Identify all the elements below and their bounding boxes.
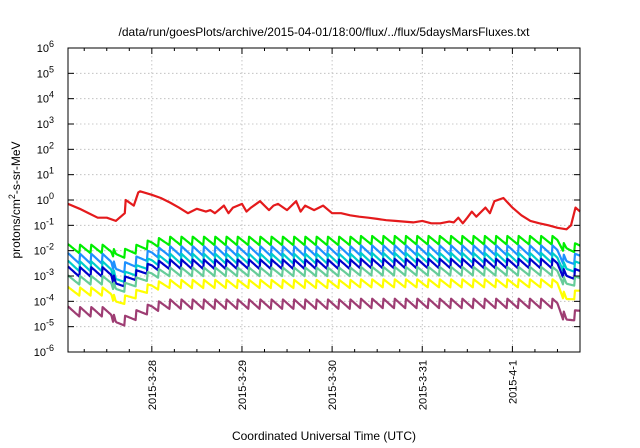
y-tick-label: 105 xyxy=(37,64,54,80)
y-tick-label: 10-3 xyxy=(34,267,54,283)
y-tick-label: 100 xyxy=(37,191,54,207)
y-tick-label: 101 xyxy=(37,166,54,182)
series-line-8 xyxy=(67,297,581,327)
series-line-3 xyxy=(67,244,581,274)
y-tick-label: 10-5 xyxy=(34,318,54,334)
y-tick-label: 106 xyxy=(37,39,54,55)
series-line-2 xyxy=(67,234,581,259)
x-tick-label: 2015-3-30 xyxy=(327,360,339,410)
series-line-4 xyxy=(67,251,581,283)
x-tick-labels: 2015-3-28 2015-3-29 2015-3-30 2015-3-31 2015… xyxy=(147,360,520,410)
x-tick-label: 2015-4-1 xyxy=(507,360,519,404)
y-tick-label: 102 xyxy=(37,140,54,156)
y-tick-label: 104 xyxy=(37,90,54,106)
series-line-5 xyxy=(67,257,581,288)
y-tick-label: 10-6 xyxy=(34,343,54,359)
series-line-6 xyxy=(67,265,581,293)
ticks xyxy=(68,47,581,353)
y-axis-label: protons/cm2-s-sr-MeV xyxy=(7,141,23,258)
x-tick-label: 2015-3-28 xyxy=(147,360,159,410)
grid xyxy=(68,48,580,352)
y-tick-labels: 10-6 10-5 10-4 10-3 10-2 10-1 100 101 102 103 104 1… xyxy=(34,39,54,359)
x-axis-label: Coordinated Universal Time (UTC) xyxy=(232,429,416,443)
y-tick-label: 10-2 xyxy=(34,242,54,258)
series-line-1 xyxy=(67,190,581,231)
y-tick-label: 103 xyxy=(37,115,54,131)
series-layer xyxy=(67,190,581,327)
chart-title: /data/run/goesPlots/archive/2015-04-01/1… xyxy=(119,25,531,39)
x-tick-label: 2015-3-31 xyxy=(417,360,429,410)
y-tick-label: 10-1 xyxy=(34,216,54,232)
x-tick-label: 2015-3-29 xyxy=(237,360,249,410)
y-tick-label: 10-4 xyxy=(34,292,54,308)
series-line-7 xyxy=(67,278,581,305)
